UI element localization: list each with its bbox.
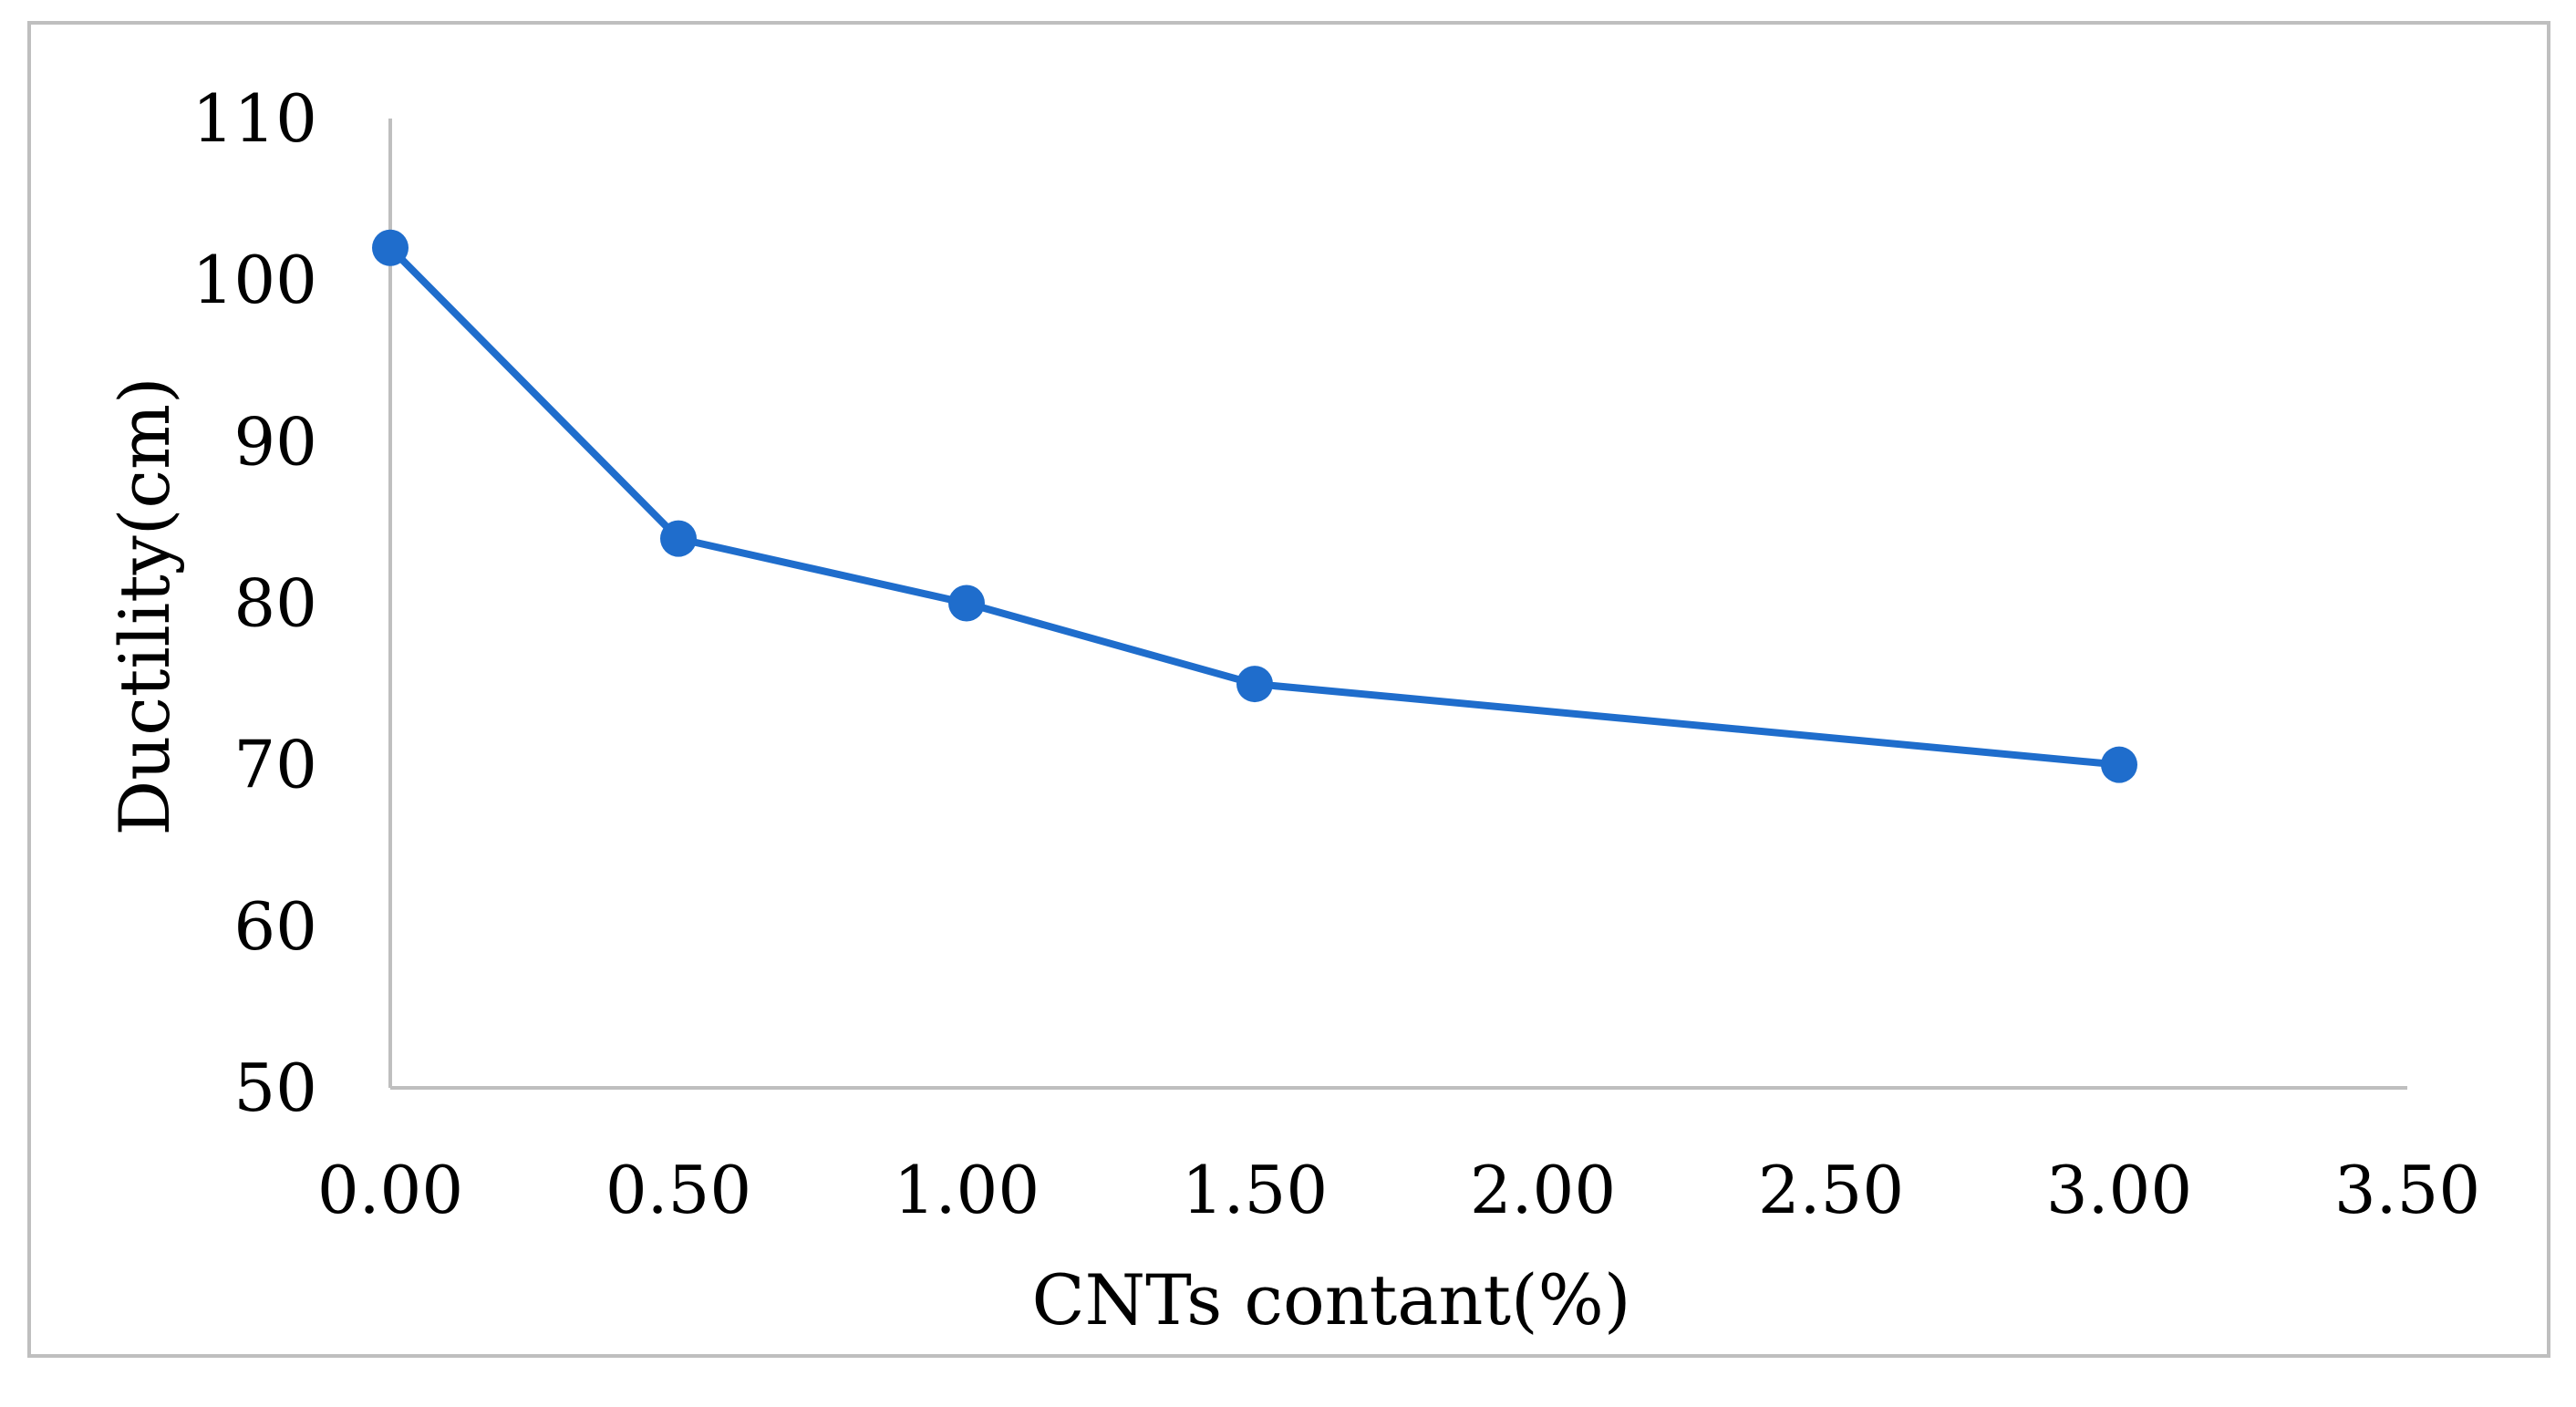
- data-point: [2101, 746, 2137, 783]
- x-tick-label: 3.00: [2046, 1152, 2192, 1228]
- x-tick-label: 0.00: [317, 1152, 463, 1228]
- y-axis-title: Ductility(cm): [104, 377, 185, 835]
- y-tick-label: 100: [192, 242, 317, 318]
- x-tick-label: 1.50: [1182, 1152, 1328, 1228]
- y-tick-label: 50: [233, 1050, 317, 1126]
- y-tick-label: 70: [233, 727, 317, 803]
- x-tick-label: 0.50: [605, 1152, 751, 1228]
- series-layer: [372, 229, 2137, 783]
- y-tick-label: 80: [233, 565, 317, 642]
- y-tick-label: 90: [233, 403, 317, 480]
- data-point: [948, 585, 985, 622]
- y-tick-label: 110: [192, 80, 317, 157]
- y-tick-label: 60: [233, 888, 317, 965]
- x-tick-label: 2.50: [1758, 1152, 1904, 1228]
- data-point: [372, 229, 409, 266]
- x-tick-label: 3.50: [2334, 1152, 2480, 1228]
- data-point: [660, 520, 697, 557]
- x-tick-label: 2.00: [1470, 1152, 1616, 1228]
- y-axis-tick-labels: 50 60 70 80 90 100 110: [192, 80, 317, 1126]
- x-axis-title: CNTs contant(%): [1031, 1259, 1630, 1340]
- data-point: [1236, 666, 1273, 703]
- axes: [388, 119, 2407, 1090]
- x-axis-tick-labels: 0.00 0.50 1.00 1.50 2.00 2.50 3.00 3.50: [317, 1152, 2480, 1228]
- x-tick-label: 1.00: [894, 1152, 1040, 1228]
